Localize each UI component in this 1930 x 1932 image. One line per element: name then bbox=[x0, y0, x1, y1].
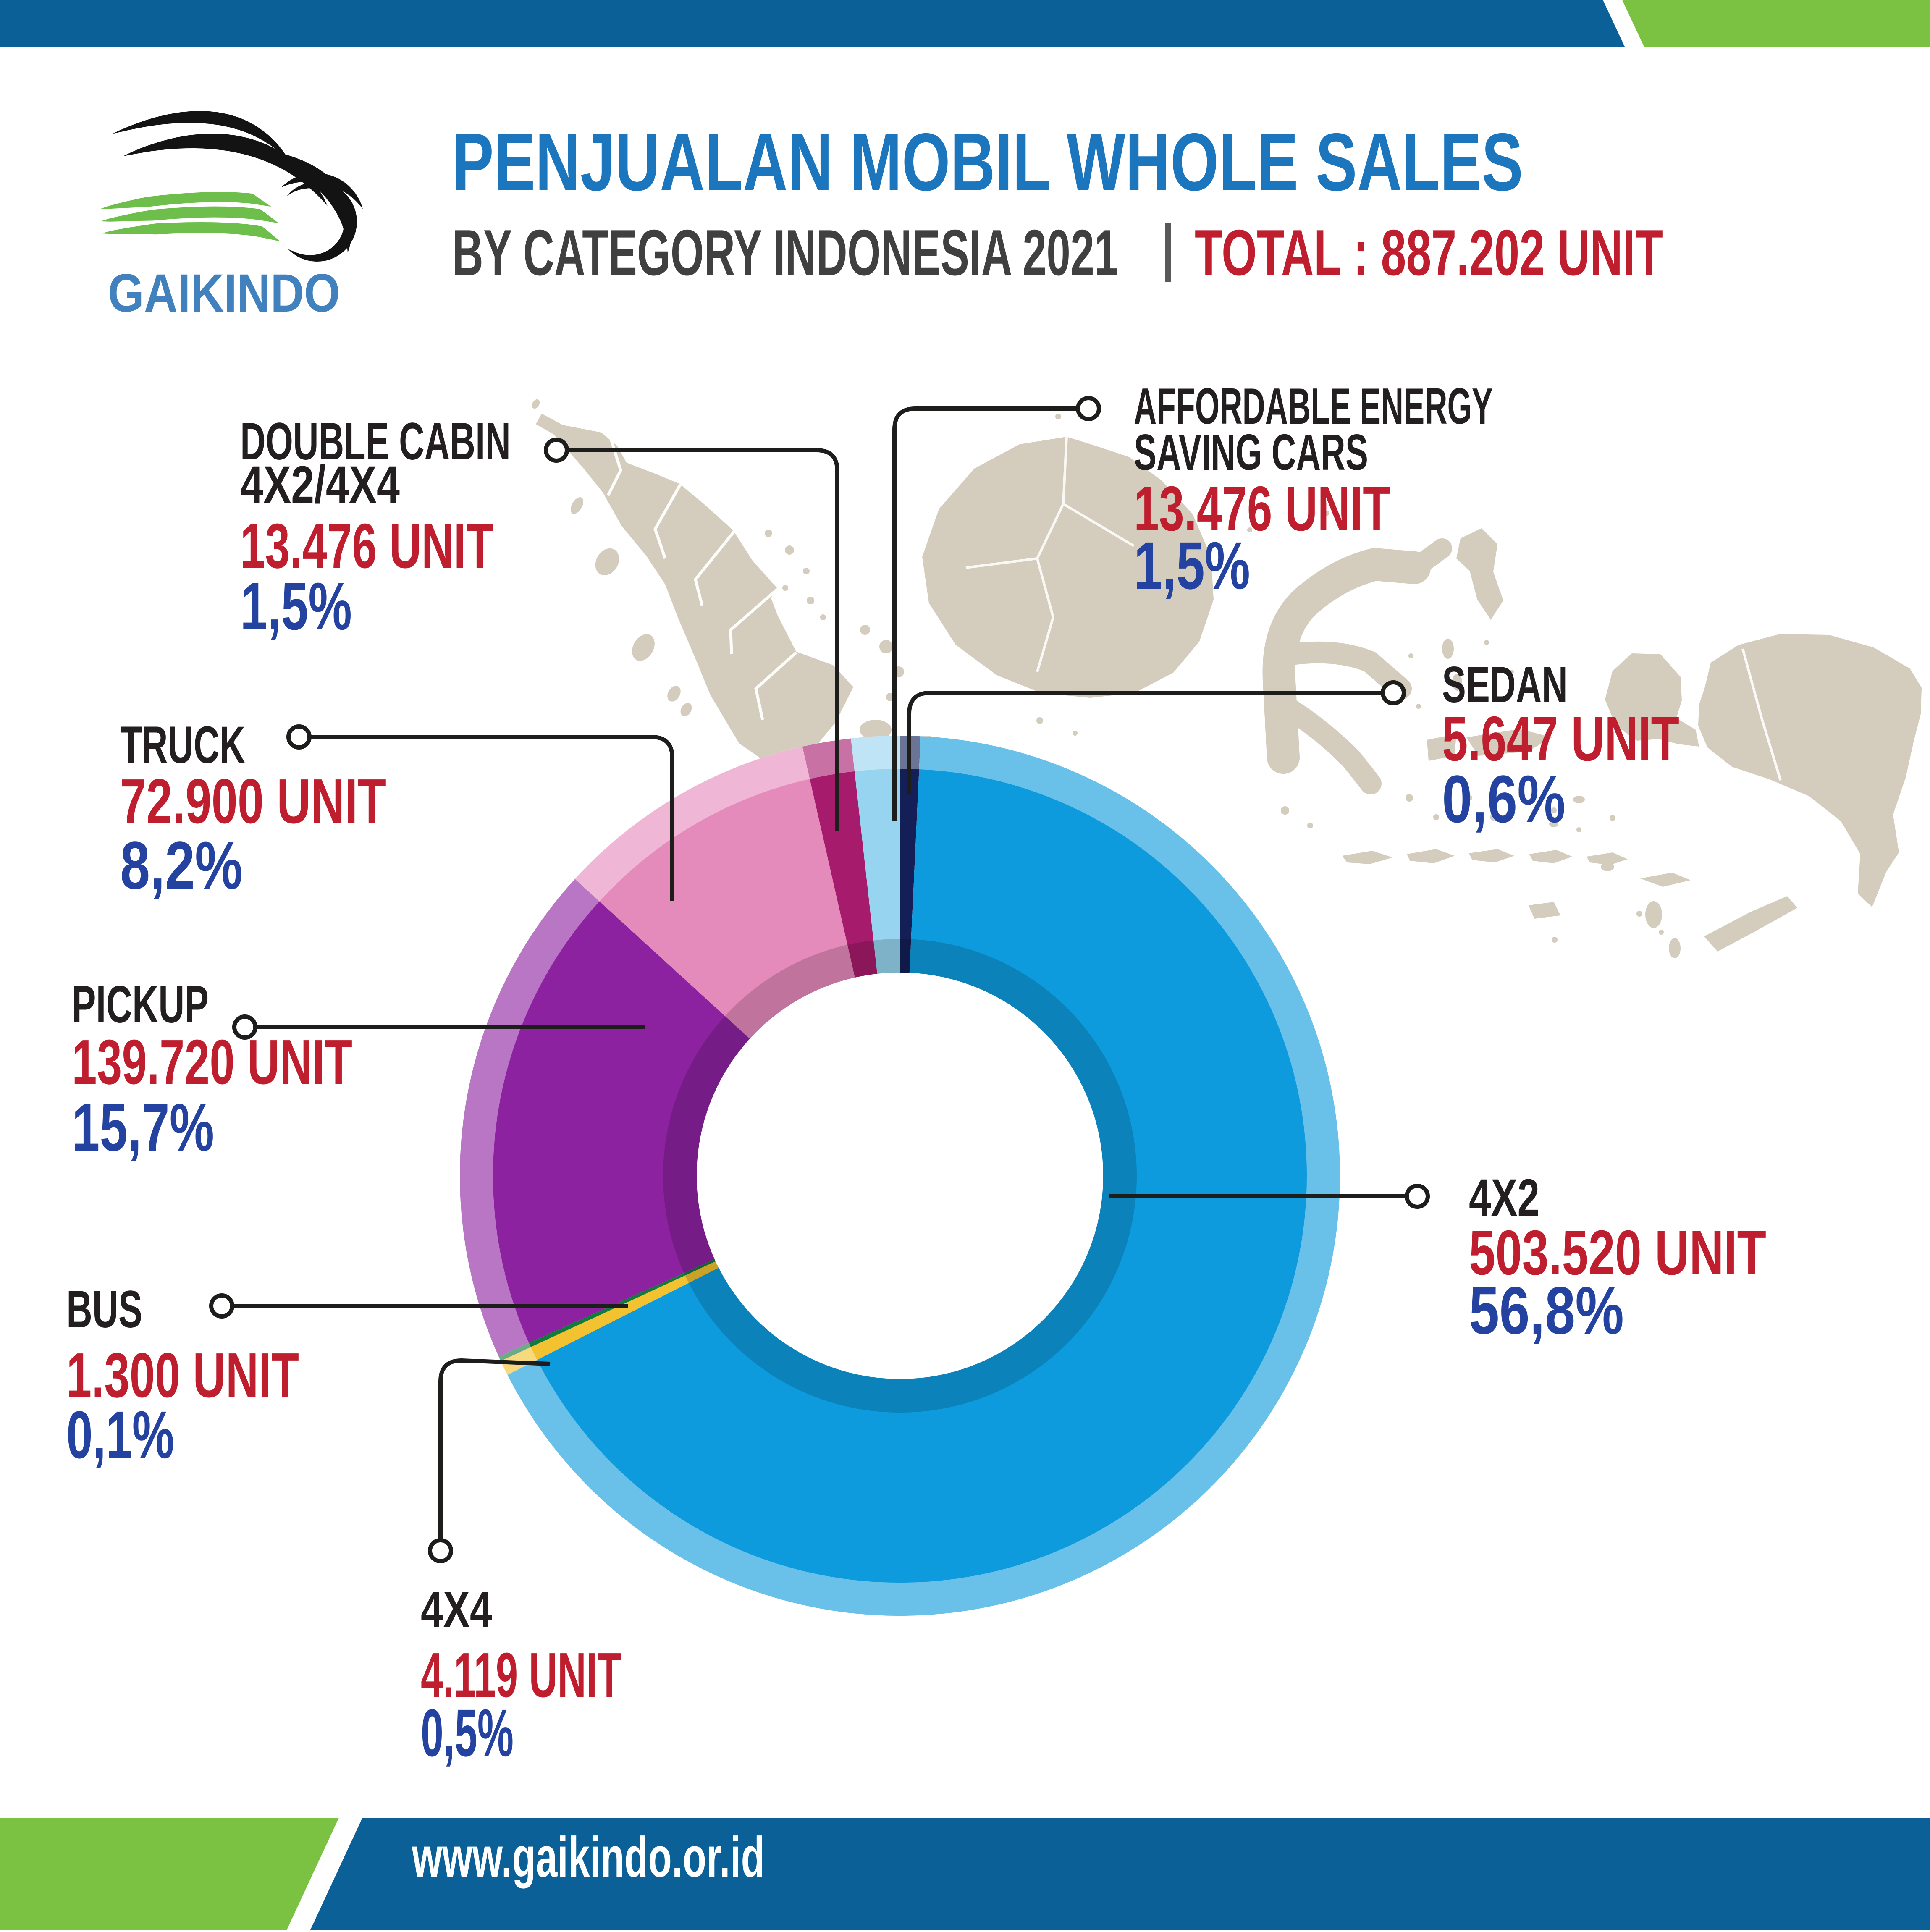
svg-text:TOTAL : 887.202 UNIT: TOTAL : 887.202 UNIT bbox=[1195, 216, 1663, 289]
svg-text:13.476 UNIT: 13.476 UNIT bbox=[240, 510, 493, 581]
svg-text:56,8%: 56,8% bbox=[1469, 1273, 1624, 1348]
svg-text:4.119 UNIT: 4.119 UNIT bbox=[421, 1639, 621, 1710]
svg-text:15,7%: 15,7% bbox=[72, 1090, 214, 1165]
svg-text:0,6%: 0,6% bbox=[1442, 761, 1566, 836]
svg-text:139.720 UNIT: 139.720 UNIT bbox=[72, 1026, 352, 1097]
svg-text:4X2: 4X2 bbox=[1469, 1169, 1539, 1227]
svg-text:BUS: BUS bbox=[66, 1280, 142, 1339]
svg-text:PENJUALAN MOBIL WHOLE SALES: PENJUALAN MOBIL WHOLE SALES bbox=[452, 116, 1523, 208]
svg-text:SEDAN: SEDAN bbox=[1442, 656, 1568, 713]
svg-text:TRUCK: TRUCK bbox=[120, 716, 245, 774]
svg-text:0,5%: 0,5% bbox=[421, 1695, 514, 1770]
svg-text:DOUBLE CABIN: DOUBLE CABIN bbox=[240, 412, 511, 471]
svg-text:13.476 UNIT: 13.476 UNIT bbox=[1134, 473, 1390, 544]
svg-text:4X2/4X4: 4X2/4X4 bbox=[240, 456, 400, 514]
svg-text:1.300 UNIT: 1.300 UNIT bbox=[66, 1340, 299, 1410]
svg-text:0,1%: 0,1% bbox=[66, 1397, 174, 1472]
svg-text:GAIKINDO: GAIKINDO bbox=[108, 263, 340, 323]
svg-text:4X4: 4X4 bbox=[421, 1581, 492, 1638]
svg-text:BY CATEGORY INDONESIA 2021: BY CATEGORY INDONESIA 2021 bbox=[452, 216, 1118, 289]
svg-text:SAVING CARS: SAVING CARS bbox=[1134, 424, 1368, 481]
svg-text:503.520 UNIT: 503.520 UNIT bbox=[1469, 1217, 1766, 1288]
svg-text:PICKUP: PICKUP bbox=[72, 975, 209, 1034]
svg-text:www.gaikindo.or.id: www.gaikindo.or.id bbox=[412, 1825, 765, 1889]
svg-text:5.647 UNIT: 5.647 UNIT bbox=[1442, 703, 1679, 774]
svg-text:8,2%: 8,2% bbox=[120, 828, 243, 903]
svg-text:AFFORDABLE ENERGY: AFFORDABLE ENERGY bbox=[1134, 377, 1493, 435]
svg-text:1,5%: 1,5% bbox=[1134, 528, 1250, 603]
svg-text:1,5%: 1,5% bbox=[240, 569, 352, 644]
svg-text:72.900 UNIT: 72.900 UNIT bbox=[120, 765, 386, 836]
